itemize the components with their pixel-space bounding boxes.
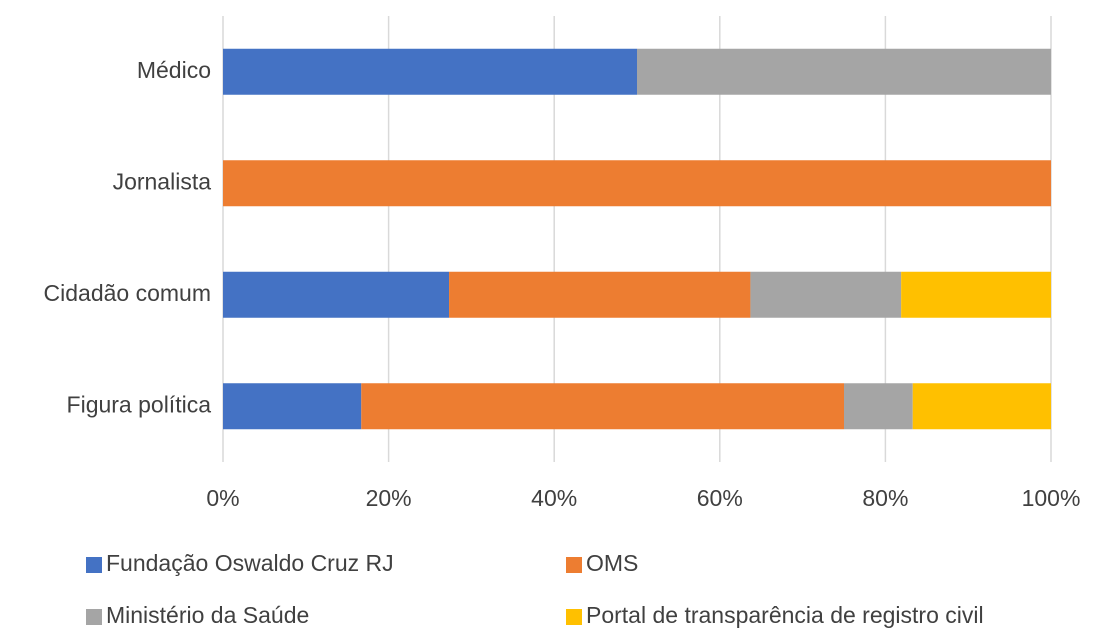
x-tick-label: 20% <box>366 485 412 511</box>
legend-swatch <box>86 557 102 573</box>
bar-segment <box>844 383 913 430</box>
y-tick-label: Cidadão comum <box>44 280 211 306</box>
legend-label: Portal de transparência de registro civi… <box>586 602 984 628</box>
x-tick-label: 40% <box>531 485 577 511</box>
legend-swatch <box>566 609 582 625</box>
legend-label: Fundação Oswaldo Cruz RJ <box>106 550 394 576</box>
x-tick-label: 0% <box>206 485 239 511</box>
y-tick-label: Jornalista <box>113 168 212 194</box>
bar-segment <box>223 48 637 95</box>
bar-segment <box>223 160 1051 207</box>
bar-segment <box>750 271 902 318</box>
x-tick-label: 100% <box>1022 485 1081 511</box>
y-tick-label: Médico <box>137 57 211 83</box>
x-tick-label: 80% <box>862 485 908 511</box>
y-tick-label: Figura política <box>67 391 212 417</box>
legend-label: OMS <box>586 550 638 576</box>
legend-swatch <box>86 609 102 625</box>
bar-segment <box>901 271 1051 318</box>
bar-segment <box>449 271 751 318</box>
bar-segment <box>912 383 1051 430</box>
legend-swatch <box>566 557 582 573</box>
bar-segment <box>223 383 362 430</box>
bar-segment <box>223 271 450 318</box>
x-tick-label: 60% <box>697 485 743 511</box>
bar-segment <box>361 383 844 430</box>
legend-label: Ministério da Saúde <box>106 602 309 628</box>
bar-segment <box>637 48 1051 95</box>
